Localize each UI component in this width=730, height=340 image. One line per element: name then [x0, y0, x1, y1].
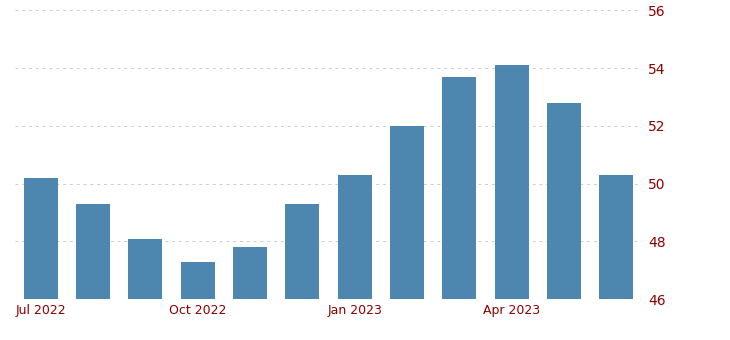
- Bar: [495, 65, 529, 299]
- Bar: [128, 239, 162, 299]
- Bar: [285, 204, 319, 299]
- Bar: [338, 175, 372, 299]
- Bar: [181, 262, 215, 299]
- Bar: [599, 175, 633, 299]
- Bar: [24, 178, 58, 299]
- Bar: [390, 126, 424, 299]
- Bar: [547, 103, 581, 299]
- Bar: [76, 204, 110, 299]
- Bar: [233, 247, 267, 299]
- Bar: [442, 76, 476, 299]
